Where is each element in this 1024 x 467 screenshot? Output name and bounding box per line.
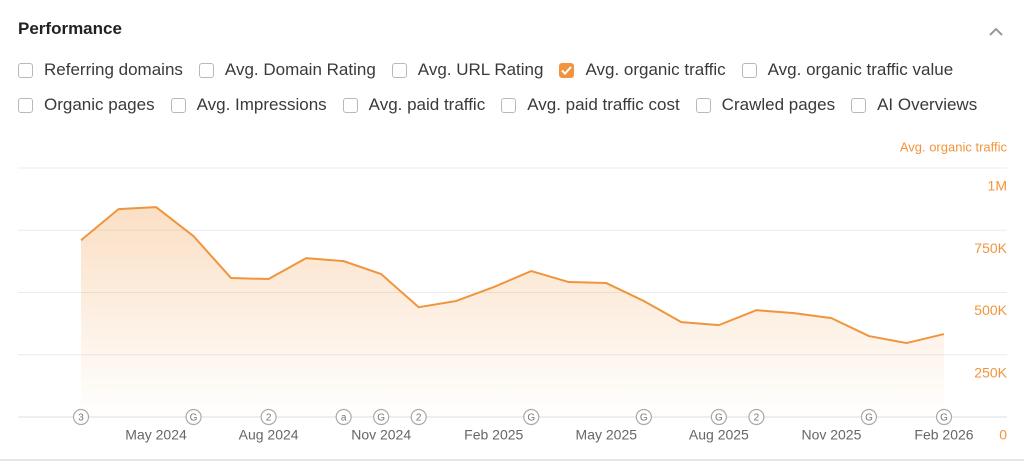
annotation-marker bbox=[860, 408, 878, 426]
y-tick-label: 500K bbox=[974, 302, 1007, 318]
x-tick-label: May 2025 bbox=[576, 427, 638, 443]
annotation-marker bbox=[523, 408, 540, 426]
annotation-marker bbox=[710, 408, 727, 426]
axis-label: Avg. organic traffic bbox=[900, 139, 1008, 154]
checkbox-box[interactable] bbox=[741, 62, 757, 78]
annotation-marker bbox=[935, 408, 953, 426]
checkbox-label[interactable]: Avg. URL Rating bbox=[417, 60, 544, 79]
area-fill bbox=[81, 207, 944, 417]
x-tick-label: May 2024 bbox=[125, 427, 187, 443]
annotation-marker bbox=[72, 408, 90, 426]
x-tick-label: Nov 2025 bbox=[801, 427, 861, 443]
checkbox[interactable]: Avg. URL Rating bbox=[391, 60, 544, 80]
checkbox[interactable]: Avg. paid traffic bbox=[342, 95, 486, 115]
checkbox-label[interactable]: Organic pages bbox=[44, 95, 155, 114]
x-tick-label: Feb 2026 bbox=[914, 427, 973, 443]
check-icon bbox=[561, 65, 573, 75]
checkbox-box[interactable] bbox=[559, 62, 575, 78]
y-tick-label: 1M bbox=[988, 178, 1007, 194]
checkbox[interactable]: Avg. Domain Rating bbox=[198, 60, 376, 80]
annotation-label: G bbox=[527, 413, 535, 424]
annotation-marker bbox=[410, 408, 427, 426]
checkbox-box[interactable] bbox=[18, 62, 33, 78]
checkbox-label[interactable]: Avg. organic traffic value bbox=[767, 60, 954, 79]
checkbox-label[interactable]: Referring domains bbox=[44, 60, 183, 79]
annotation-label: G bbox=[190, 413, 198, 424]
annotation-marker bbox=[635, 408, 652, 426]
annotation-marker bbox=[185, 408, 202, 426]
annotation-label: G bbox=[715, 413, 723, 424]
annotation-marker bbox=[748, 408, 765, 426]
annotation-marker bbox=[260, 408, 277, 426]
annotation-label: 2 bbox=[416, 413, 422, 424]
checkbox-label[interactable]: Crawled pages bbox=[721, 95, 836, 114]
y-tick-label: 750K bbox=[974, 240, 1007, 256]
checkbox-box[interactable] bbox=[342, 97, 358, 113]
checkbox-box[interactable] bbox=[501, 97, 517, 113]
annotation-marker bbox=[373, 408, 390, 426]
annotation-label: G bbox=[377, 413, 385, 424]
annotation-label: G bbox=[640, 413, 648, 424]
series-line bbox=[80, 206, 945, 345]
annotation-label: 2 bbox=[754, 413, 760, 424]
checkbox[interactable]: Referring domains bbox=[18, 60, 183, 80]
x-tick-label: Aug 2025 bbox=[689, 427, 749, 443]
checkbox-row: Organic pages Avg. Impressions Avg. paid t… bbox=[18, 95, 977, 115]
checkbox[interactable]: Avg. organic traffic value bbox=[741, 60, 954, 80]
checkbox-box[interactable] bbox=[170, 97, 186, 113]
checkbox-box[interactable] bbox=[391, 62, 407, 78]
annotation-label: 2 bbox=[266, 413, 272, 424]
annotation-label: G bbox=[865, 413, 873, 424]
checkbox-label[interactable]: AI Overviews bbox=[877, 95, 978, 114]
checkbox-box[interactable] bbox=[695, 97, 711, 113]
y-tick-label: 250K bbox=[974, 364, 1007, 380]
checkbox-label[interactable]: Avg. Domain Rating bbox=[224, 60, 376, 79]
checkbox[interactable]: AI Overviews bbox=[851, 95, 977, 115]
checkbox[interactable]: Avg. paid traffic cost bbox=[501, 95, 680, 115]
checkbox-box[interactable] bbox=[851, 97, 867, 113]
x-tick-label: Aug 2024 bbox=[239, 427, 299, 443]
checkbox[interactable]: Avg. Impressions bbox=[170, 95, 327, 115]
annotation-label: G bbox=[940, 413, 948, 424]
section-title: Performance bbox=[18, 19, 122, 38]
checkbox-row: Referring domains Avg. Domain Rating Avg. … bbox=[18, 60, 953, 80]
checkbox-label[interactable]: Avg. organic traffic bbox=[585, 60, 726, 79]
checkbox-label[interactable]: Avg. Impressions bbox=[196, 95, 327, 114]
annotation-label: a bbox=[341, 413, 347, 424]
y-tick-label: 0 bbox=[999, 427, 1007, 443]
annotation-label: 3 bbox=[78, 413, 84, 424]
checkbox-label[interactable]: Avg. paid traffic cost bbox=[527, 95, 680, 114]
collapse-chevron[interactable] bbox=[989, 27, 1003, 36]
checkbox[interactable]: Avg. organic traffic bbox=[559, 60, 726, 80]
checkbox[interactable]: Crawled pages bbox=[695, 95, 836, 115]
annotation-marker bbox=[335, 408, 352, 426]
x-tick-label: Nov 2024 bbox=[351, 427, 411, 443]
checkbox-box[interactable] bbox=[18, 97, 33, 113]
checkbox-label[interactable]: Avg. paid traffic bbox=[368, 95, 486, 114]
checkbox-box[interactable] bbox=[198, 62, 214, 78]
x-tick-label: Feb 2025 bbox=[464, 427, 523, 443]
checkbox[interactable]: Organic pages bbox=[18, 95, 155, 115]
